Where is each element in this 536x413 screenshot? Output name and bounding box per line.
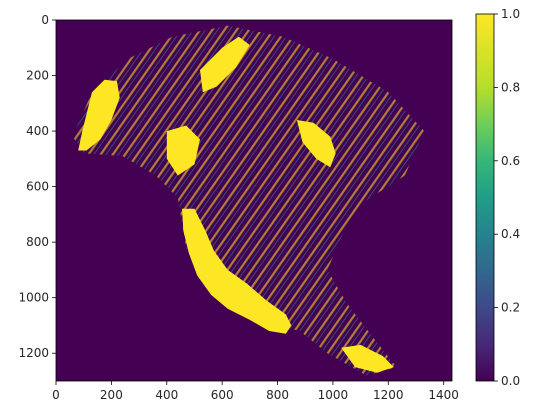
heatmap-texture <box>72 25 425 376</box>
x-tick-label: 800 <box>266 388 289 402</box>
x-axis: 0 200 400 600 800 1000 1200 1400 <box>52 381 459 402</box>
northwest-ridge <box>78 79 120 151</box>
colorbar: 0.0 0.2 0.4 0.6 0.8 1.0 <box>475 7 520 388</box>
colorbar-tick-label: 0.6 <box>501 154 520 168</box>
y-tick-label: 800 <box>26 235 49 249</box>
heatmap-regions <box>78 36 394 373</box>
x-tick-label: 0 <box>52 388 60 402</box>
colorbar-axis: 0.0 0.2 0.4 0.6 0.8 1.0 <box>494 7 520 388</box>
colorbar-tick-label: 0.4 <box>501 227 520 241</box>
y-tick-label: 1000 <box>18 291 49 305</box>
south-tail <box>341 344 394 373</box>
central-patch <box>166 125 200 176</box>
y-tick-label: 0 <box>41 13 49 27</box>
southwest-coast-band <box>182 208 292 334</box>
x-tick-label: 1400 <box>428 388 459 402</box>
north-ridge <box>200 36 250 93</box>
y-tick-label: 600 <box>26 180 49 194</box>
landmass-texture <box>72 25 425 376</box>
colorbar-tick-label: 0.0 <box>501 374 520 388</box>
east-ridge <box>296 120 336 168</box>
x-tick-label: 600 <box>211 388 234 402</box>
x-tick-label: 1000 <box>318 388 349 402</box>
x-tick-label: 200 <box>100 388 123 402</box>
y-axis: 0 200 400 600 800 1000 1200 <box>18 13 56 360</box>
y-tick-label: 1200 <box>18 346 49 360</box>
heatmap-area <box>55 19 453 382</box>
colorbar-tick-label: 0.8 <box>501 80 520 94</box>
x-tick-label: 400 <box>155 388 178 402</box>
colorbar-tick-label: 0.2 <box>501 301 520 315</box>
y-tick-label: 400 <box>26 124 49 138</box>
y-tick-label: 200 <box>26 69 49 83</box>
plot-frame <box>55 19 453 382</box>
colorbar-gradient <box>475 13 495 382</box>
x-tick-label: 1200 <box>373 388 404 402</box>
colorbar-tick-label: 1.0 <box>501 7 520 21</box>
